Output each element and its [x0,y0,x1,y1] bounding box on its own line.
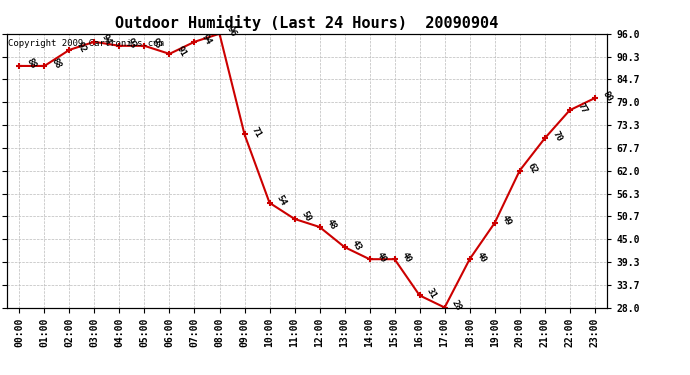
Text: 96: 96 [225,25,238,39]
Text: 88: 88 [25,57,38,71]
Text: 40: 40 [375,250,388,264]
Text: Copyright 2009 Cartronics.com: Copyright 2009 Cartronics.com [8,39,164,48]
Title: Outdoor Humidity (Last 24 Hours)  20090904: Outdoor Humidity (Last 24 Hours) 2009090… [115,15,499,31]
Text: 80: 80 [600,89,613,103]
Text: 43: 43 [350,238,364,252]
Text: 62: 62 [525,162,538,176]
Text: 54: 54 [275,194,288,208]
Text: 31: 31 [425,286,438,300]
Text: 93: 93 [150,37,164,51]
Text: 40: 40 [400,250,413,264]
Text: 71: 71 [250,125,264,139]
Text: 88: 88 [50,57,63,71]
Text: 28: 28 [450,298,464,312]
Text: 92: 92 [75,41,88,55]
Text: 91: 91 [175,45,188,58]
Text: 94: 94 [200,33,213,46]
Text: 50: 50 [300,210,313,224]
Text: 77: 77 [575,101,589,115]
Text: 49: 49 [500,214,513,228]
Text: 40: 40 [475,250,489,264]
Text: 70: 70 [550,129,564,143]
Text: 48: 48 [325,218,338,232]
Text: 93: 93 [125,37,138,51]
Text: 94: 94 [100,33,113,46]
